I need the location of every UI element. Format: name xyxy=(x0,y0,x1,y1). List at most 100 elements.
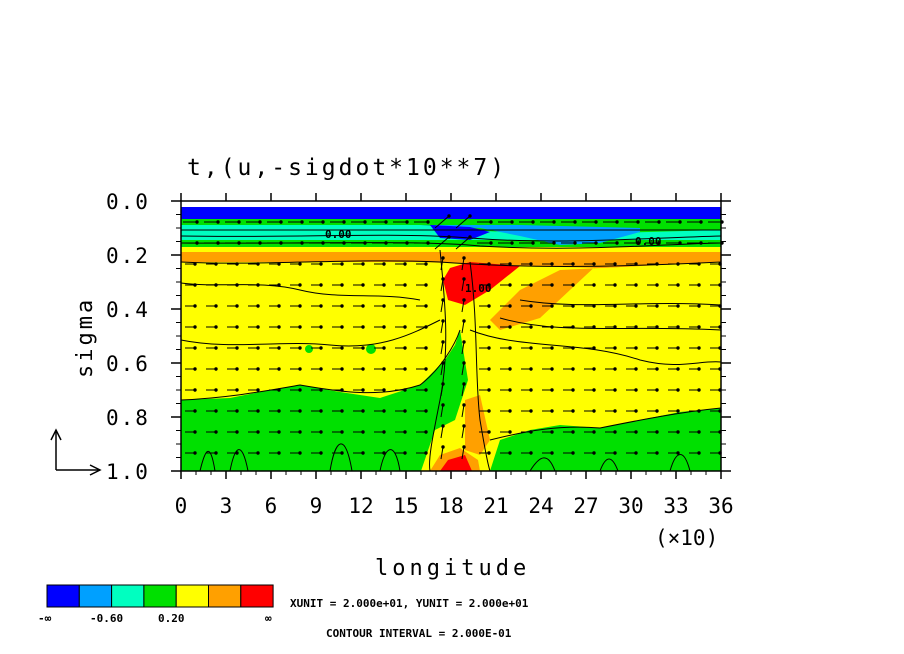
wind-vector-head xyxy=(340,283,344,287)
wind-vector-head xyxy=(424,451,428,455)
wind-vector-head xyxy=(487,262,491,266)
wind-vector-head xyxy=(550,367,554,371)
wind-vector-head xyxy=(678,220,682,224)
wind-vector-head xyxy=(592,304,596,308)
wind-vector-head xyxy=(321,220,325,224)
wind-vector-head xyxy=(361,367,365,371)
wind-vector-head xyxy=(384,220,388,224)
wind-vector-head xyxy=(655,283,659,287)
wind-vector xyxy=(440,299,444,313)
wind-vector-head xyxy=(676,304,680,308)
wind-vector-head xyxy=(256,283,260,287)
wind-vector-head xyxy=(697,430,701,434)
wind-vector-head xyxy=(405,241,409,245)
wind-vector-head xyxy=(550,451,554,455)
wind-vector-head xyxy=(403,409,407,413)
wind-vector-head xyxy=(382,367,386,371)
wind-vector-head xyxy=(550,388,554,392)
wind-vector-head xyxy=(655,262,659,266)
wind-vector-head xyxy=(382,430,386,434)
x-tick-label: 18 xyxy=(438,494,463,518)
wind-vector-head xyxy=(676,451,680,455)
wind-vector-head xyxy=(615,241,619,245)
wind-vector-head xyxy=(529,304,533,308)
wind-vector-head xyxy=(235,430,239,434)
wind-vector-head xyxy=(441,361,445,365)
wind-vector-head xyxy=(508,283,512,287)
wind-vector-head xyxy=(382,283,386,287)
wind-vector-head xyxy=(384,241,388,245)
wind-vector-head xyxy=(361,388,365,392)
wind-vector-head xyxy=(342,220,346,224)
wind-vector-head xyxy=(697,262,701,266)
wind-vector-head xyxy=(319,262,323,266)
wind-vector-head xyxy=(424,304,428,308)
contour-label: 0.00 xyxy=(325,228,352,241)
wind-vector xyxy=(461,341,465,355)
wind-vector-head xyxy=(697,346,701,350)
wind-vector-head xyxy=(405,220,409,224)
wind-vector-head xyxy=(655,388,659,392)
wind-vector-head xyxy=(529,409,533,413)
wind-vector-head xyxy=(699,220,703,224)
wind-vector-head xyxy=(235,283,239,287)
wind-vector-head xyxy=(256,430,260,434)
wind-vector-head xyxy=(462,319,466,323)
wind-vector-head xyxy=(508,262,512,266)
wind-vector-head xyxy=(441,340,445,344)
wind-vector-head xyxy=(361,409,365,413)
wind-vector-head xyxy=(424,262,428,266)
wind-vector xyxy=(461,320,465,334)
contour-interval-note: CONTOUR INTERVAL = 2.000E-01 xyxy=(326,627,512,640)
wind-vector-head xyxy=(655,367,659,371)
wind-vector-head xyxy=(403,283,407,287)
wind-vector-head xyxy=(510,220,514,224)
wind-vector-head xyxy=(592,430,596,434)
wind-vector-head xyxy=(529,283,533,287)
wind-vector-head xyxy=(298,346,302,350)
wind-vector-head xyxy=(487,367,491,371)
wind-vector-head xyxy=(699,241,703,245)
wind-vector-head xyxy=(235,388,239,392)
wind-vector-head xyxy=(256,388,260,392)
wind-vector-head xyxy=(340,346,344,350)
x-axis-label: longitude xyxy=(375,556,530,581)
wind-vector-head xyxy=(613,304,617,308)
units-note: XUNIT = 2.000e+01, YUNIT = 2.000e+01 xyxy=(290,597,529,610)
wind-vector-head xyxy=(319,283,323,287)
wind-vector-head xyxy=(216,220,220,224)
colorbar-swatch xyxy=(46,584,80,608)
wind-vector-head xyxy=(489,220,493,224)
colorbar-swatch xyxy=(240,584,274,608)
wind-vector xyxy=(440,404,444,418)
red-upper-core xyxy=(443,262,520,305)
wind-vector-head xyxy=(193,304,197,308)
wind-vector xyxy=(440,341,444,355)
wind-vector-head xyxy=(277,283,281,287)
wind-vector-head xyxy=(441,424,445,428)
wind-vector-head xyxy=(613,262,617,266)
wind-vector-head xyxy=(573,241,577,245)
wind-vector-head xyxy=(655,451,659,455)
wind-vector-head xyxy=(571,283,575,287)
lower-right-green xyxy=(490,408,721,471)
wind-vector-head xyxy=(529,346,533,350)
wind-vector-head xyxy=(571,388,575,392)
wind-vector-head xyxy=(529,325,533,329)
wind-vector-head xyxy=(634,283,638,287)
wind-vector xyxy=(461,383,465,397)
x-tick-label: 30 xyxy=(618,494,643,518)
wind-vector-head xyxy=(613,451,617,455)
wind-vector-head xyxy=(697,367,701,371)
green-blob xyxy=(305,345,313,353)
wind-vector-head xyxy=(382,409,386,413)
wind-vector-head xyxy=(214,388,218,392)
wind-vector-head xyxy=(382,325,386,329)
wind-vector-head xyxy=(256,451,260,455)
wind-vector-head xyxy=(634,409,638,413)
wind-vector-head xyxy=(487,325,491,329)
wind-vector-head xyxy=(361,430,365,434)
wind-vector-head xyxy=(550,262,554,266)
wind-vector-head xyxy=(468,235,472,239)
wind-vector-head xyxy=(216,241,220,245)
